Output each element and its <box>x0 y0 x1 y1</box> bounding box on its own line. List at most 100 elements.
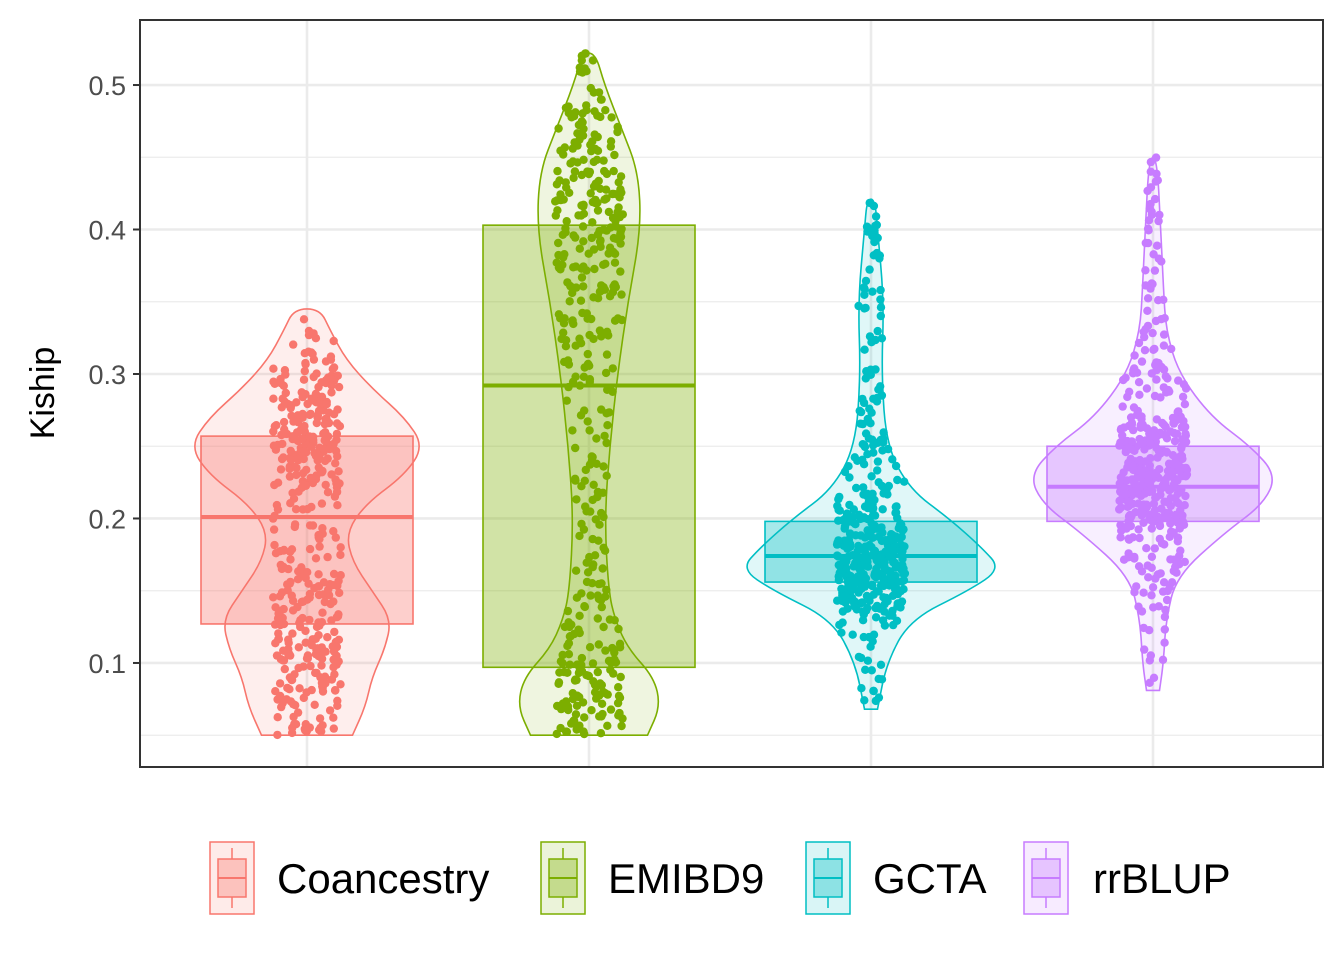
data-point-emibd9 <box>554 679 563 688</box>
data-point-coancestry <box>292 470 301 480</box>
data-point-rrblup <box>1145 656 1155 665</box>
data-point-gcta <box>860 582 870 591</box>
data-point-emibd9 <box>568 689 577 698</box>
data-point-coancestry <box>314 382 323 392</box>
data-point-emibd9 <box>573 158 582 167</box>
data-point-rrblup <box>1169 428 1179 438</box>
data-point-coancestry <box>298 597 308 606</box>
data-point-coancestry <box>303 651 313 660</box>
data-point-rrblup <box>1180 400 1190 409</box>
data-point-gcta <box>878 446 887 455</box>
data-point-emibd9 <box>554 263 564 272</box>
data-point-coancestry <box>283 586 292 595</box>
data-point-rrblup <box>1137 439 1146 449</box>
data-point-rrblup <box>1173 476 1182 485</box>
data-point-emibd9 <box>599 622 608 632</box>
data-point-emibd9 <box>554 124 563 133</box>
data-point-coancestry <box>299 662 308 671</box>
data-point-coancestry <box>334 576 343 586</box>
data-point-emibd9 <box>589 334 598 344</box>
data-point-emibd9 <box>603 421 612 430</box>
data-point-emibd9 <box>601 106 610 115</box>
data-point-coancestry <box>334 382 344 392</box>
data-point-emibd9 <box>565 188 574 197</box>
data-point-emibd9 <box>582 67 591 76</box>
data-point-emibd9 <box>552 180 562 189</box>
data-point-gcta <box>861 429 871 438</box>
data-point-emibd9 <box>606 223 615 232</box>
data-point-coancestry <box>318 524 327 533</box>
data-point-coancestry <box>284 635 293 644</box>
data-point-coancestry <box>333 452 342 461</box>
data-point-coancestry <box>294 643 303 652</box>
data-point-emibd9 <box>594 640 603 649</box>
data-point-emibd9 <box>561 342 571 351</box>
data-point-emibd9 <box>580 602 589 611</box>
data-point-rrblup <box>1172 556 1182 565</box>
data-point-coancestry <box>334 657 343 666</box>
data-point-coancestry <box>285 685 294 694</box>
data-point-coancestry <box>289 340 298 349</box>
data-point-rrblup <box>1158 587 1168 596</box>
data-point-emibd9 <box>610 648 619 657</box>
data-point-emibd9 <box>553 701 562 711</box>
data-point-rrblup <box>1146 284 1155 293</box>
data-point-emibd9 <box>561 103 571 113</box>
data-point-coancestry <box>315 714 325 723</box>
data-point-emibd9 <box>589 157 598 167</box>
data-point-coancestry <box>273 730 282 740</box>
data-point-rrblup <box>1148 517 1158 527</box>
data-point-emibd9 <box>570 676 580 685</box>
data-point-rrblup <box>1179 520 1189 529</box>
data-point-rrblup <box>1174 498 1183 508</box>
data-point-coancestry <box>336 543 345 552</box>
data-point-rrblup <box>1154 216 1163 226</box>
data-point-rrblup <box>1141 266 1150 275</box>
data-point-coancestry <box>306 473 315 483</box>
data-point-emibd9 <box>583 349 592 359</box>
data-point-gcta <box>893 475 902 485</box>
data-point-emibd9 <box>561 697 571 706</box>
data-point-coancestry <box>317 661 326 670</box>
data-point-gcta <box>887 575 896 585</box>
data-point-gcta <box>888 591 898 600</box>
data-point-coancestry <box>273 713 282 722</box>
data-point-rrblup <box>1127 444 1136 454</box>
data-point-coancestry <box>301 626 310 636</box>
data-point-coancestry <box>269 364 278 373</box>
data-point-coancestry <box>312 668 321 678</box>
data-point-coancestry <box>314 451 323 461</box>
data-point-rrblup <box>1177 441 1187 451</box>
data-point-gcta <box>858 598 867 607</box>
data-point-rrblup <box>1152 375 1161 384</box>
data-point-rrblup <box>1164 459 1174 468</box>
data-point-rrblup <box>1126 454 1135 464</box>
data-point-coancestry <box>300 366 309 376</box>
data-point-emibd9 <box>570 474 580 483</box>
data-point-rrblup <box>1152 169 1161 178</box>
data-point-gcta <box>899 564 908 573</box>
data-point-rrblup <box>1131 486 1140 495</box>
y-tick-label: 0.4 <box>88 216 126 246</box>
data-point-coancestry <box>300 421 309 431</box>
data-point-gcta <box>896 603 905 612</box>
data-point-rrblup <box>1137 412 1146 421</box>
data-point-emibd9 <box>614 178 623 187</box>
data-point-rrblup <box>1147 552 1157 561</box>
data-point-gcta <box>858 440 867 449</box>
data-point-gcta <box>849 505 858 514</box>
data-point-emibd9 <box>602 169 612 179</box>
data-point-emibd9 <box>602 438 611 448</box>
data-point-emibd9 <box>579 262 588 271</box>
data-point-rrblup <box>1158 655 1168 664</box>
data-point-rrblup <box>1181 429 1190 438</box>
data-point-coancestry <box>279 562 288 572</box>
data-point-coancestry <box>279 417 289 427</box>
data-point-emibd9 <box>608 288 618 297</box>
data-point-gcta <box>872 587 881 596</box>
data-point-coancestry <box>275 679 285 688</box>
data-point-coancestry <box>335 479 344 488</box>
data-point-rrblup <box>1135 390 1144 399</box>
data-point-rrblup <box>1160 625 1170 634</box>
data-point-rrblup <box>1143 561 1152 570</box>
